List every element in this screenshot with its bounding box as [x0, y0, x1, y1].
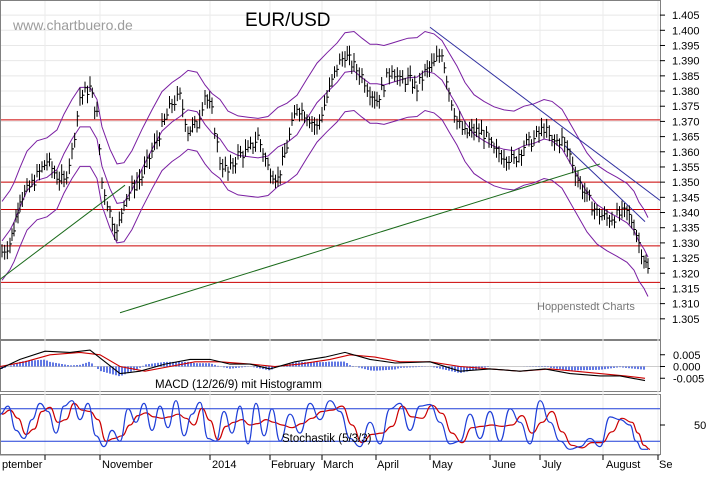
price-tick-label: 1.400 [672, 25, 700, 37]
price-panel-frame [0, 0, 661, 340]
macd-line [0, 349, 646, 382]
trend-line [119, 163, 601, 314]
time-tick-label: August [606, 459, 640, 471]
stoch-k-line [0, 400, 648, 450]
price-tick-label: 1.365 [672, 132, 700, 144]
source-label: Hoppenstedt Charts [537, 301, 635, 313]
macd-panel [0, 349, 660, 382]
price-tick-label: 1.330 [672, 238, 700, 250]
time-tick-label: 2014 [212, 459, 236, 471]
time-axis-ticks: ptember November 2014 February March April May… [0, 454, 672, 471]
macd-tick-label: -0.005 [673, 373, 704, 385]
time-tick-label: July [542, 459, 562, 471]
time-tick-label: ptember [2, 459, 43, 471]
price-tick-label: 1.405 [672, 10, 700, 22]
price-tick-label: 1.380 [672, 86, 700, 98]
price-axis-ticks: 1.405 1.400 1.395 1.390 1.385 1.380 1.375 1.370… [660, 10, 700, 326]
trend-line [564, 145, 646, 222]
time-tick-label: June [492, 459, 516, 471]
price-tick-label: 1.385 [672, 71, 700, 83]
price-tick-label: 1.305 [672, 314, 700, 326]
price-tick-label: 1.370 [672, 116, 700, 128]
price-tick-label: 1.310 [672, 299, 700, 311]
macd-tick-label: 0.000 [673, 362, 701, 374]
price-tick-label: 1.315 [672, 283, 700, 295]
stoch-axis-ticks: 50 [660, 420, 706, 432]
watermark: www.chartbuero.de [12, 17, 133, 33]
price-tick-label: 1.350 [672, 177, 700, 189]
price-tick-label: 1.390 [672, 56, 700, 68]
horizontal-levels [1, 119, 660, 283]
stoch-d-line [1, 402, 651, 450]
trend-line [429, 26, 661, 201]
vertical-gridlines [44, 1, 659, 454]
time-tick-label: May [432, 459, 453, 471]
time-tick-label: November [102, 459, 153, 471]
time-tick-label: March [323, 459, 354, 471]
bollinger-lower [1, 109, 649, 297]
price-tick-label: 1.335 [672, 223, 700, 235]
price-tick-label: 1.345 [672, 192, 700, 204]
stochastic-panel [0, 400, 660, 450]
stoch-panel-frame [0, 394, 661, 455]
price-tick-label: 1.325 [672, 253, 700, 265]
time-tick-label: February [271, 459, 316, 471]
chart-title: EUR/USD [245, 10, 331, 31]
price-tick-label: 1.320 [672, 268, 700, 280]
price-series [1, 45, 650, 274]
stoch-label: Stochastik (5/3/3) [282, 433, 372, 445]
price-tick-label: 1.395 [672, 40, 700, 52]
macd-tick-label: 0.005 [673, 350, 701, 362]
price-tick-label: 1.355 [672, 162, 700, 174]
time-tick-label: April [377, 459, 399, 471]
macd-label: MACD (12/26/9) mit Histogramm [155, 379, 322, 391]
price-tick-label: 1.340 [672, 208, 700, 220]
price-tick-label: 1.360 [672, 147, 700, 159]
bollinger-upper [1, 30, 649, 218]
time-tick-label: Se [659, 459, 672, 471]
stoch-tick-label: 50 [694, 420, 706, 432]
price-tick-label: 1.375 [672, 101, 700, 113]
